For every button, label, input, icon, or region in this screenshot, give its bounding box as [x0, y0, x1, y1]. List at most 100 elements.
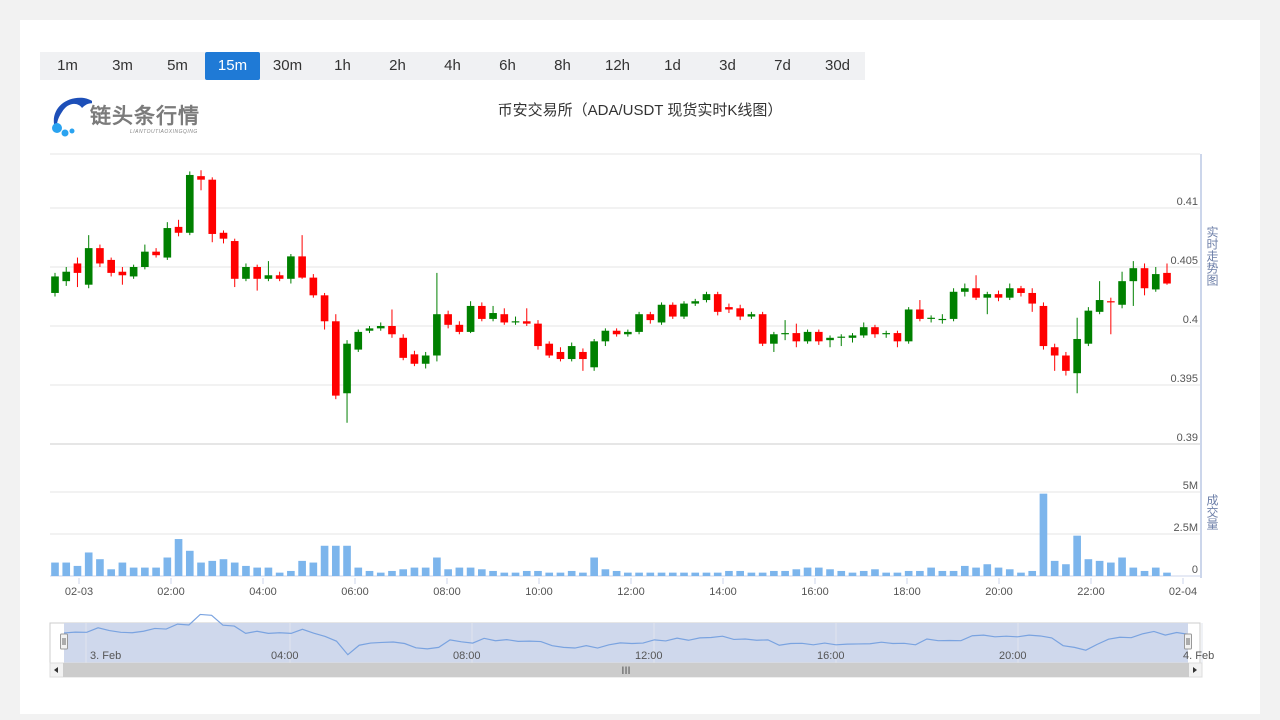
volume-bar [219, 559, 228, 576]
candle-body [96, 248, 104, 264]
candle-body [1050, 347, 1059, 356]
volume-bar [949, 570, 958, 576]
price-tick-label: 0.39 [1177, 432, 1198, 444]
volume-bar [635, 572, 643, 576]
candle-body [298, 256, 306, 278]
candle-body [1118, 281, 1126, 305]
volume-axis-title: 成交量 [1205, 494, 1219, 530]
interval-3d[interactable]: 3d [719, 57, 736, 74]
volume-bar [938, 570, 947, 576]
navigator-tick-label: 16:00 [817, 650, 845, 662]
interval-30m[interactable]: 30m [272, 57, 303, 74]
volume-bar [376, 572, 385, 576]
volume-bar [73, 565, 82, 576]
volume-bar [62, 562, 71, 576]
volume-bar [657, 572, 666, 576]
candle-body [522, 321, 531, 324]
volume-bar [51, 562, 59, 576]
navigator-tick-label: 4. Feb [1183, 650, 1214, 662]
candle-body [713, 294, 722, 312]
interval-30d[interactable]: 30d [824, 57, 851, 74]
interval-5m[interactable]: 5m [167, 57, 188, 74]
candle-body [1140, 268, 1149, 289]
volume-bar [185, 550, 194, 576]
volume-bar [298, 560, 306, 576]
candle-body [1073, 338, 1081, 374]
volume-bar [1095, 560, 1104, 576]
x-tick-label: 18:00 [893, 586, 921, 598]
interval-7d[interactable]: 7d [774, 57, 791, 74]
candle-body [208, 179, 217, 234]
candle-body [668, 304, 677, 317]
scroll-right-arrow-icon[interactable] [1193, 667, 1197, 673]
volume-bar [354, 567, 363, 576]
volume-bar [624, 572, 632, 576]
navigator-right-handle[interactable] [1184, 633, 1192, 650]
price-tick-label: 0.395 [1170, 373, 1198, 385]
candle-body [590, 341, 598, 368]
candle-body [444, 314, 452, 325]
volume-bar [691, 572, 700, 576]
candle-body [466, 305, 475, 332]
volume-bar [152, 567, 160, 576]
candle-body [478, 305, 486, 319]
candle-body [938, 318, 947, 321]
logo: 链头条行情 LIANTOUTIAOXINGQING [48, 94, 208, 140]
interval-4h[interactable]: 4h [444, 57, 461, 74]
candle-body [388, 326, 396, 335]
volume-bar [668, 572, 677, 576]
volume-bar [1039, 493, 1048, 576]
interval-3m[interactable]: 3m [112, 57, 133, 74]
interval-1h[interactable]: 1h [334, 57, 351, 74]
interval-8h[interactable]: 8h [554, 57, 571, 74]
scrollbar-thumb[interactable] [63, 663, 1189, 677]
interval-1m[interactable]: 1m [57, 57, 78, 74]
interval-1d[interactable]: 1d [664, 57, 681, 74]
candle-body [848, 335, 857, 338]
candle-body [837, 336, 846, 338]
volume-bar [118, 562, 127, 576]
interval-2h[interactable]: 2h [389, 57, 406, 74]
volume-bar [163, 557, 172, 576]
price-axis-title: 实时走势图 [1205, 225, 1219, 286]
volume-bar [500, 572, 509, 576]
volume-bar [1107, 562, 1115, 576]
volume-tick-label: 2.5M [1174, 522, 1198, 534]
candle-body [354, 331, 363, 350]
volume-bar [253, 567, 262, 576]
scroll-left-arrow-icon[interactable] [54, 667, 58, 673]
candle-body [320, 295, 329, 322]
volume-bar [904, 570, 913, 576]
volume-bar [478, 569, 486, 576]
x-tick-label: 06:00 [341, 586, 369, 598]
volume-bar [994, 567, 1003, 576]
interval-15m[interactable]: 15m [205, 52, 260, 80]
candle-body [51, 276, 59, 293]
interval-6h[interactable]: 6h [499, 57, 516, 74]
volume-bar [1163, 572, 1171, 576]
volume-bar [601, 569, 610, 576]
candle-body [185, 174, 194, 233]
interval-12h[interactable]: 12h [604, 57, 631, 74]
volume-bar [96, 559, 104, 576]
candle-body [657, 304, 666, 323]
volume-bar [287, 570, 295, 576]
candle-body [331, 321, 340, 396]
volume-bar [612, 570, 621, 576]
candle-body [534, 323, 542, 347]
candle-body [972, 288, 980, 298]
candle-body [1017, 288, 1025, 293]
candle-body [1039, 305, 1048, 347]
navigator-left-handle[interactable] [60, 633, 68, 650]
volume-bar [534, 570, 542, 576]
volume-bar [421, 567, 430, 576]
volume-bar [579, 572, 587, 576]
volume-bar [1129, 567, 1138, 576]
volume-bar [916, 570, 924, 576]
x-tick-label: 02-03 [65, 586, 93, 598]
volume-bar [1062, 564, 1070, 576]
candle-body [275, 275, 284, 279]
candle-body [814, 331, 823, 342]
volume-bar [893, 572, 902, 576]
